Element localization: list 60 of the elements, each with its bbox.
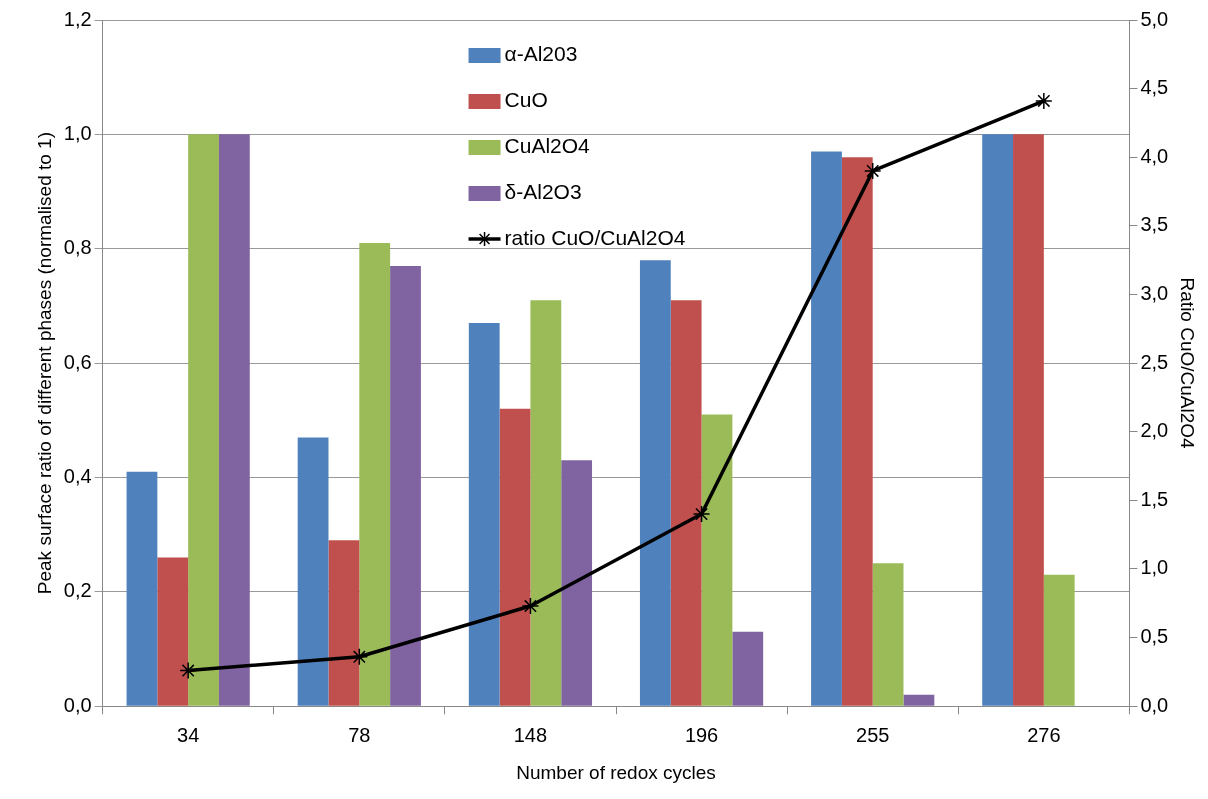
bar xyxy=(126,471,158,706)
bar xyxy=(328,540,360,706)
bar xyxy=(157,557,189,706)
point xyxy=(863,162,882,180)
x-axis-title: Number of redox cycles xyxy=(516,761,716,783)
legend-label: CuAl2O4 xyxy=(504,133,591,157)
bar xyxy=(530,300,562,706)
y2-tick-label: 5,0 xyxy=(1140,7,1169,30)
bar xyxy=(811,151,842,706)
bar xyxy=(499,408,531,706)
bar xyxy=(390,265,421,706)
bar xyxy=(218,134,250,706)
bar xyxy=(1013,134,1044,706)
y-tick-label: 1,2 xyxy=(63,7,92,30)
bar xyxy=(468,323,500,706)
bar xyxy=(982,134,1014,706)
y2-axis-title: Ratio CuO/CuAl2O4 xyxy=(1177,277,1199,450)
point xyxy=(521,597,540,615)
point xyxy=(179,661,197,680)
legend-label: ratio CuO/CuAl2O4 xyxy=(504,225,686,249)
y2-tick-label: 4,0 xyxy=(1140,144,1169,167)
legend-label: α-Al203 xyxy=(504,41,578,65)
y-tick-label: 0,2 xyxy=(63,579,92,602)
bar xyxy=(561,460,593,706)
y-tick-label: 1,0 xyxy=(63,121,92,144)
y-tick-label: 0,6 xyxy=(63,350,92,373)
x-tick-label: 78 xyxy=(348,723,371,746)
y-tick-label: 0,8 xyxy=(63,236,92,259)
bar xyxy=(297,437,329,706)
x-tick-label: 255 xyxy=(856,723,890,746)
point xyxy=(692,505,711,523)
x-tick-label: 196 xyxy=(684,723,719,746)
bar xyxy=(188,134,219,706)
bar xyxy=(1043,574,1075,706)
y-tick-label: 0,0 xyxy=(63,693,92,716)
bar xyxy=(841,157,873,706)
x-tick-label: 148 xyxy=(513,723,548,746)
bar xyxy=(670,300,702,706)
x-tick-label: 34 xyxy=(177,723,200,746)
legend-label: CuO xyxy=(504,87,548,111)
y2-tick-label: 0,0 xyxy=(1140,693,1169,716)
bar xyxy=(872,563,904,706)
bar xyxy=(701,414,733,706)
y-tick-label: 0,4 xyxy=(63,464,92,487)
y2-tick-label: 2,0 xyxy=(1140,419,1169,442)
y2-tick-label: 2,5 xyxy=(1140,350,1169,373)
bar xyxy=(639,260,671,706)
y2-tick-label: 3,5 xyxy=(1140,213,1169,236)
bar xyxy=(359,243,391,706)
legend-label: δ-Al2O3 xyxy=(504,179,582,203)
y2-tick-label: 0,5 xyxy=(1140,625,1169,648)
y2-tick-label: 4,5 xyxy=(1140,76,1169,99)
y-axis-title: Peak surface ratio of different phases (normalised to 1) xyxy=(33,131,55,595)
x-tick-label: 276 xyxy=(1027,723,1061,746)
bar xyxy=(732,631,764,706)
y2-tick-label: 1,0 xyxy=(1140,556,1169,579)
y2-tick-label: 3,0 xyxy=(1140,282,1169,304)
y2-tick-label: 1,5 xyxy=(1140,487,1169,510)
bar xyxy=(903,694,935,706)
point xyxy=(1035,92,1053,110)
